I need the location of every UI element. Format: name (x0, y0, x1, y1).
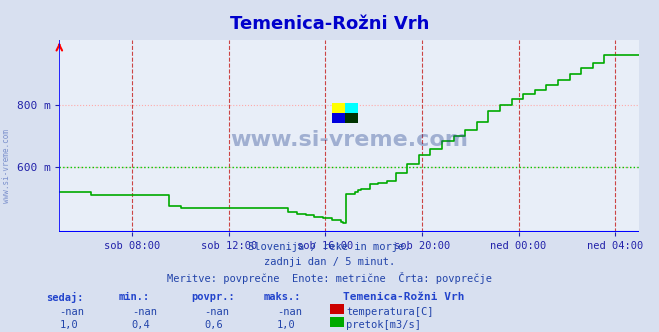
Text: -nan: -nan (204, 307, 229, 317)
Bar (345, 113, 358, 123)
Text: Slovenija / reke in morje.: Slovenija / reke in morje. (248, 242, 411, 252)
Text: temperatura[C]: temperatura[C] (346, 307, 434, 317)
Text: pretok[m3/s]: pretok[m3/s] (346, 320, 421, 330)
Text: Temenica-Rožni Vrh: Temenica-Rožni Vrh (343, 292, 464, 302)
Text: povpr.:: povpr.: (191, 292, 235, 302)
Text: -nan: -nan (277, 307, 302, 317)
Text: 1,0: 1,0 (277, 320, 295, 330)
Text: maks.:: maks.: (264, 292, 301, 302)
Text: min.:: min.: (119, 292, 150, 302)
Text: sedaj:: sedaj: (46, 292, 84, 303)
Bar (345, 103, 358, 113)
Text: Meritve: povprečne  Enote: metrične  Črta: povprečje: Meritve: povprečne Enote: metrične Črta:… (167, 272, 492, 284)
Text: www.si-vreme.com: www.si-vreme.com (230, 130, 469, 150)
Text: -nan: -nan (132, 307, 157, 317)
Text: -nan: -nan (59, 307, 84, 317)
Text: zadnji dan / 5 minut.: zadnji dan / 5 minut. (264, 257, 395, 267)
Text: 1,0: 1,0 (59, 320, 78, 330)
Bar (332, 113, 345, 123)
Bar (332, 103, 345, 113)
Text: 0,6: 0,6 (204, 320, 223, 330)
Text: 0,4: 0,4 (132, 320, 150, 330)
Text: Temenica-Rožni Vrh: Temenica-Rožni Vrh (230, 15, 429, 33)
Text: www.si-vreme.com: www.si-vreme.com (2, 129, 11, 203)
